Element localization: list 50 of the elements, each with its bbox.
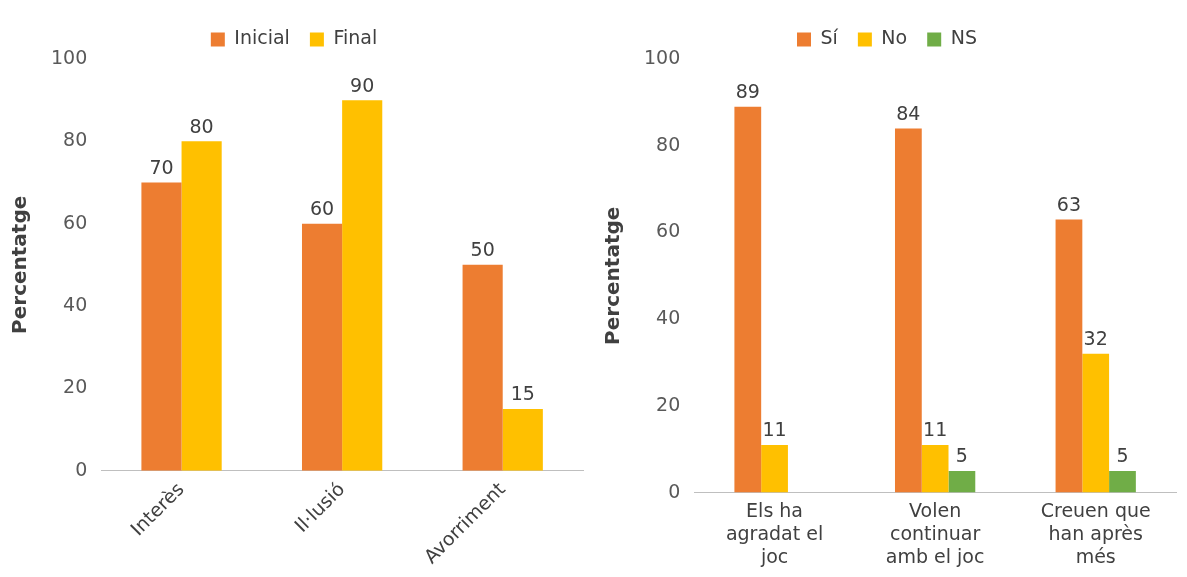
y-tick-label: 60 (656, 219, 681, 242)
y-tick-label: 40 (63, 292, 88, 315)
data-label: 11 (923, 418, 948, 441)
x-tick-label: Creuen que han après més (1040, 498, 1151, 567)
legend-label: No (881, 26, 908, 49)
data-label: 32 (1083, 327, 1108, 350)
bar (1082, 353, 1110, 493)
y-tick-label: 80 (656, 132, 681, 155)
y-axis-title: Percentatge (600, 206, 625, 345)
y-tick-label: 20 (63, 375, 88, 398)
data-label: 63 (1056, 192, 1082, 215)
data-label: 15 (510, 382, 535, 405)
bar (761, 444, 788, 493)
bar (141, 182, 182, 471)
bar (948, 470, 976, 493)
data-label: 5 (1116, 444, 1129, 467)
legend-label: Final (333, 26, 378, 49)
y-axis-title: Percentatge (7, 195, 32, 334)
legend-label: Inicial (234, 26, 290, 49)
bar (1055, 219, 1083, 493)
data-label: 5 (955, 444, 968, 467)
data-label: 60 (309, 197, 335, 220)
bar (462, 264, 503, 471)
y-tick-label: 40 (656, 306, 681, 329)
data-label: 11 (762, 418, 787, 441)
y-tick-label: 0 (668, 479, 681, 502)
bar (502, 408, 543, 471)
y-tick-label: 20 (656, 392, 681, 415)
y-tick-label: 80 (63, 128, 88, 151)
bar (1109, 470, 1136, 493)
bar (181, 141, 222, 471)
x-tick-label: Volen continuar amb el joc (885, 498, 985, 567)
data-label: 70 (149, 155, 174, 178)
y-tick-label: 100 (644, 45, 681, 68)
y-tick-label: 100 (51, 45, 88, 68)
data-label: 84 (896, 101, 921, 124)
x-tick-label: Els ha agradat el joc (725, 498, 824, 567)
data-label: 90 (350, 73, 375, 96)
y-tick-label: 0 (75, 457, 88, 480)
legend-label: Sí (820, 26, 839, 49)
bar (301, 223, 343, 471)
data-label: 80 (189, 114, 214, 137)
data-label: 89 (735, 80, 760, 103)
legend-label: NS (950, 26, 977, 49)
bar (342, 100, 383, 471)
bar (894, 128, 922, 493)
bar (734, 106, 762, 493)
y-tick-label: 60 (63, 210, 88, 233)
data-label: 50 (470, 238, 495, 261)
bar (921, 444, 949, 493)
